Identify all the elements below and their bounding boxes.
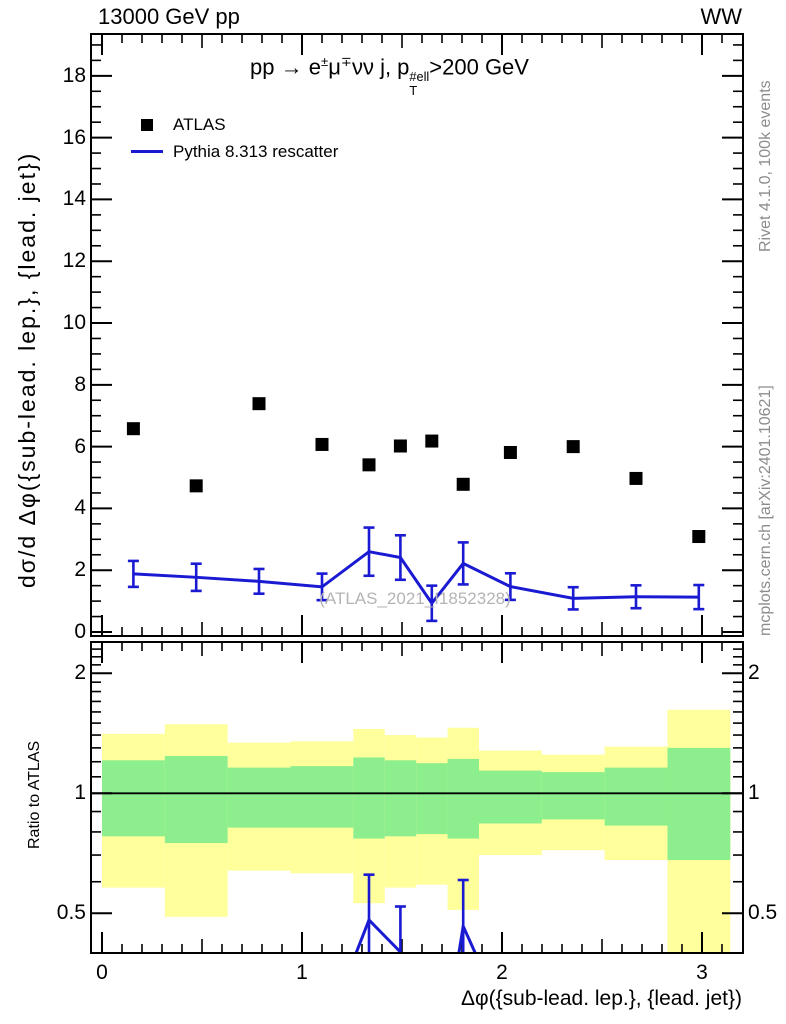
main-panel [90, 33, 744, 637]
atlas-data-point [252, 397, 266, 411]
ratio-band-inner [667, 747, 731, 861]
atlas-data-point [425, 434, 439, 448]
ratio-y-tick-label-right: 2 [748, 661, 760, 685]
title-superscript: ± [320, 54, 329, 69]
x-tick-label: 3 [696, 961, 708, 984]
title-subscript: T [409, 82, 418, 98]
rivet-version-note: Rivet 4.1.0, 100k events [757, 80, 774, 252]
ratio-plot-svg [92, 643, 742, 952]
beam-energy-label: 13000 GeV pp [98, 4, 240, 29]
ratio-band-inner [416, 763, 448, 835]
atlas-data-point [315, 437, 329, 451]
main-y-tick-label: 6 [74, 434, 86, 458]
title-superscript: #ell [409, 69, 430, 85]
legend-entry-atlas: ATLAS [130, 111, 338, 138]
analysis-watermark: (ATLAS_2021_I1852328) [319, 589, 511, 608]
ratio-y-tick-label-right: 1 [748, 781, 760, 805]
x-tick-label: 2 [496, 961, 508, 984]
ratio-band-inner [541, 772, 605, 820]
x-axis-title: Δφ({sub-lead. lep.}, {lead. jet}) [461, 987, 742, 1010]
main-y-axis-title: dσ/d Δφ({sub-lead. lep.}, {lead. jet}) [14, 151, 40, 588]
main-y-tick-label: 14 [62, 187, 86, 211]
title-part: pp → e [250, 54, 321, 80]
filled-square-marker-icon [141, 118, 153, 131]
main-y-tick-label: 2 [74, 558, 86, 582]
title-superscript: ∓ [340, 54, 352, 69]
atlas-data-point [189, 479, 203, 493]
atlas-data-point [126, 422, 140, 436]
main-y-tick-label: 16 [62, 125, 86, 149]
atlas-data-point [362, 458, 376, 472]
title-part: νν j, p [351, 54, 410, 80]
main-y-tick-label: 4 [74, 496, 86, 520]
title-part: >200 GeV [429, 54, 529, 80]
ratio-y-tick-label-left: 1 [74, 781, 86, 805]
title-part: μ [328, 54, 341, 80]
plot-title: pp → e±μ∓νν j, p #ell T >200 GeV [92, 54, 742, 97]
mc-prediction-line [133, 550, 699, 606]
legend: ATLAS Pythia 8.313 rescatter [130, 111, 338, 165]
ratio-band-inner [384, 760, 417, 837]
ratio-panel [90, 641, 744, 954]
ratio-band-inner [604, 767, 668, 826]
main-y-tick-label: 0 [74, 620, 86, 643]
mcplots-arxiv-note: mcplots.cern.ch [arXiv:2401.10621] [757, 385, 774, 636]
atlas-data-point [456, 477, 470, 491]
atlas-data-point [692, 530, 706, 544]
x-tick-label: 1 [296, 961, 308, 984]
ratio-band-inner [290, 766, 354, 828]
line-marker-icon [131, 150, 163, 153]
ratio-band-inner [447, 758, 479, 839]
main-y-tick-label: 8 [74, 372, 86, 396]
pt-sub-sup-stack: #ell T [409, 70, 429, 97]
legend-entry-pythia: Pythia 8.313 rescatter [130, 138, 338, 165]
main-plot-svg [92, 35, 742, 635]
process-group-label: WW [700, 4, 742, 29]
atlas-data-point [629, 471, 643, 485]
legend-label: Pythia 8.313 rescatter [173, 141, 339, 161]
ratio-band-inner [353, 757, 385, 839]
ratio-band-inner [479, 770, 542, 824]
atlas-data-point [503, 445, 517, 459]
ratio-band-inner [227, 767, 291, 828]
ratio-y-tick-label-right: 0.5 [748, 901, 778, 925]
ratio-band-inner [102, 760, 165, 837]
main-y-tick-label: 18 [62, 63, 86, 87]
main-y-tick-label: 10 [62, 311, 86, 335]
main-y-tick-label: 12 [62, 249, 86, 273]
x-tick-label: 0 [96, 961, 108, 984]
atlas-data-point [566, 440, 580, 454]
ratio-y-tick-label-left: 0.5 [56, 901, 86, 925]
ratio-y-tick-label-left: 2 [74, 661, 86, 685]
atlas-data-point [393, 439, 407, 453]
ratio-band-inner [164, 756, 228, 844]
legend-marker-wrap [130, 118, 164, 131]
legend-marker-wrap [130, 150, 164, 153]
legend-label: ATLAS [173, 114, 226, 134]
ratio-line [354, 917, 477, 952]
